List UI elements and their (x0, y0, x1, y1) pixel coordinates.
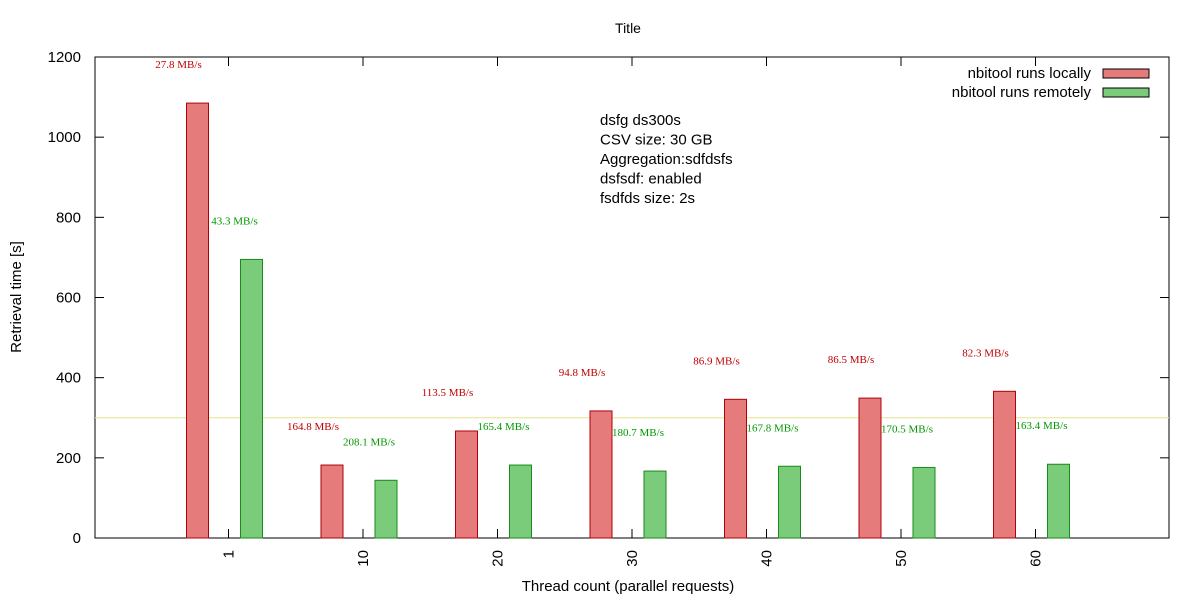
bar-remote (374, 479, 398, 539)
data-label-local: 86.9 MB/s (693, 355, 739, 367)
data-label-local: 27.8 MB/s (155, 59, 201, 71)
data-label-local: 94.8 MB/s (559, 367, 605, 379)
bar-local (993, 390, 1016, 539)
legend-label: nbitool runs locally (968, 65, 1092, 82)
bar-remote (778, 465, 801, 539)
data-label-remote: 180.7 MB/s (612, 427, 664, 439)
bar-local (186, 102, 209, 539)
x-tick-label: 40 (759, 550, 776, 567)
data-label-remote: 43.3 MB/s (211, 215, 257, 227)
data-label-remote: 208.1 MB/s (343, 436, 395, 448)
bar-remote (509, 464, 532, 539)
annotation-line: CSV size: 30 GB (600, 132, 713, 149)
x-axis-label: Thread count (parallel requests) (522, 578, 735, 595)
legend-label: nbitool runs remotely (952, 84, 1092, 101)
bar-local (724, 398, 747, 539)
bar-local (858, 397, 882, 539)
data-label-local: 86.5 MB/s (828, 354, 874, 366)
y-tick-label: 600 (56, 290, 81, 307)
chart-title: Title (615, 20, 641, 36)
bar-local (589, 410, 613, 539)
legend-swatch (1102, 68, 1150, 79)
x-tick-label: 10 (355, 550, 372, 567)
x-tick-label: 1 (221, 550, 238, 558)
data-label-local: 164.8 MB/s (287, 421, 339, 433)
bar-remote (912, 466, 936, 539)
x-tick-label: 50 (893, 550, 910, 567)
y-tick-label: 400 (56, 370, 81, 387)
y-axis-label: Retrieval time [s] (8, 241, 25, 353)
bar-local (455, 430, 478, 539)
annotation-line: dsfsdf: enabled (600, 171, 702, 188)
y-tick-label: 0 (73, 530, 81, 547)
data-label-remote: 167.8 MB/s (747, 422, 799, 434)
bar-local (320, 464, 344, 539)
annotation-line: dsfg ds300s (600, 112, 681, 129)
x-tick-label: 30 (624, 550, 641, 567)
y-tick-label: 200 (56, 450, 81, 467)
x-tick-label: 60 (1028, 550, 1045, 567)
data-label-local: 113.5 MB/s (422, 387, 474, 399)
legend-swatch (1102, 87, 1150, 98)
annotation-line: Aggregation:sdfdsfs (600, 151, 733, 168)
data-label-local: 82.3 MB/s (962, 347, 1008, 359)
y-tick-label: 800 (56, 209, 81, 226)
data-label-remote: 165.4 MB/s (478, 421, 530, 433)
y-tick-label: 1200 (48, 49, 81, 66)
bar-remote (1047, 463, 1070, 539)
y-tick-label: 1000 (48, 129, 81, 146)
data-label-remote: 170.5 MB/s (881, 423, 933, 435)
bar-remote (643, 470, 667, 539)
bar-remote (240, 258, 263, 539)
data-label-remote: 163.4 MB/s (1016, 420, 1068, 432)
plot-area: 0 200 400 600 800 1000 1200 1 27.8 MB/s 43.3 MB/s… (48, 49, 1170, 567)
x-tick-label: 20 (490, 550, 507, 567)
annotation-line: fsdfds size: 2s (600, 190, 695, 207)
